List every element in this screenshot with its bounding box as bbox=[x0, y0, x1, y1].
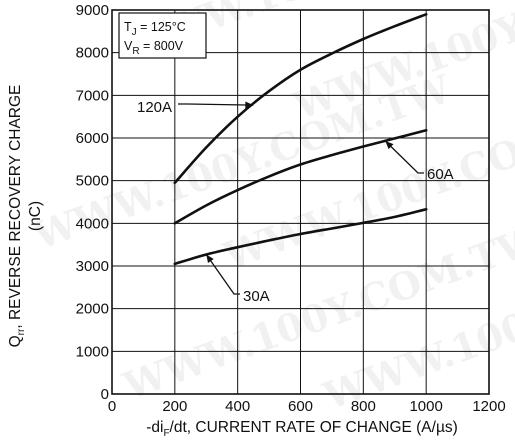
y-tick-6000: 6000 bbox=[76, 130, 109, 147]
y-tick-7000: 7000 bbox=[76, 87, 109, 104]
x-tick-600: 600 bbox=[288, 398, 313, 415]
series-label-120A: 120A bbox=[137, 99, 172, 116]
y-tick-8000: 8000 bbox=[76, 45, 109, 62]
y-tick-2000: 2000 bbox=[76, 301, 109, 318]
series-labels: 120A 60A 30A bbox=[137, 99, 454, 305]
y-tick-1000: 1000 bbox=[76, 343, 109, 360]
y-tick-9000: 9000 bbox=[76, 2, 109, 19]
series-label-60A: 60A bbox=[427, 166, 454, 183]
legend-line-tj: TJ = 125°C bbox=[124, 20, 186, 38]
y-tick-3000: 3000 bbox=[76, 258, 109, 275]
legend-line-vr: VR = 800V bbox=[124, 39, 184, 57]
y-tick-labels: 0 1000 2000 3000 4000 5000 6000 7000 8000 9000 bbox=[76, 2, 109, 403]
x-tick-labels: 0 200 400 600 800 1000 1200 bbox=[108, 398, 506, 415]
x-axis-title: -diF/dt, CURRENT RATE OF CHANGE (A/µs) bbox=[146, 419, 458, 439]
leader-line-60A bbox=[384, 140, 424, 174]
y-tick-0: 0 bbox=[101, 386, 109, 403]
series-line-120A bbox=[173, 13, 428, 185]
x-tick-1200: 1200 bbox=[472, 398, 505, 415]
x-tick-400: 400 bbox=[225, 398, 250, 415]
leader-line-30A bbox=[205, 254, 240, 295]
y-axis-title: Qrr, REVERSE RECOVERY CHARGE bbox=[7, 85, 27, 348]
y-tick-5000: 5000 bbox=[76, 173, 109, 190]
series-line-30A bbox=[173, 208, 428, 266]
leader-arrow-30A bbox=[206, 254, 214, 263]
leader-line-120A bbox=[178, 103, 254, 106]
legend-frame bbox=[118, 12, 207, 59]
legend-box: TJ = 125°C VR = 800V bbox=[118, 12, 207, 59]
x-tick-0: 0 bbox=[108, 398, 116, 415]
y-tick-4000: 4000 bbox=[76, 215, 109, 232]
x-tick-1000: 1000 bbox=[409, 398, 442, 415]
leader-arrow-60A bbox=[385, 141, 394, 150]
series-label-30A: 30A bbox=[243, 288, 270, 305]
y-axis-unit: (nC) bbox=[27, 201, 44, 231]
x-tick-200: 200 bbox=[162, 398, 187, 415]
leader-arrow-120A bbox=[245, 101, 254, 109]
x-tick-800: 800 bbox=[351, 398, 376, 415]
plot-border bbox=[111, 9, 490, 395]
